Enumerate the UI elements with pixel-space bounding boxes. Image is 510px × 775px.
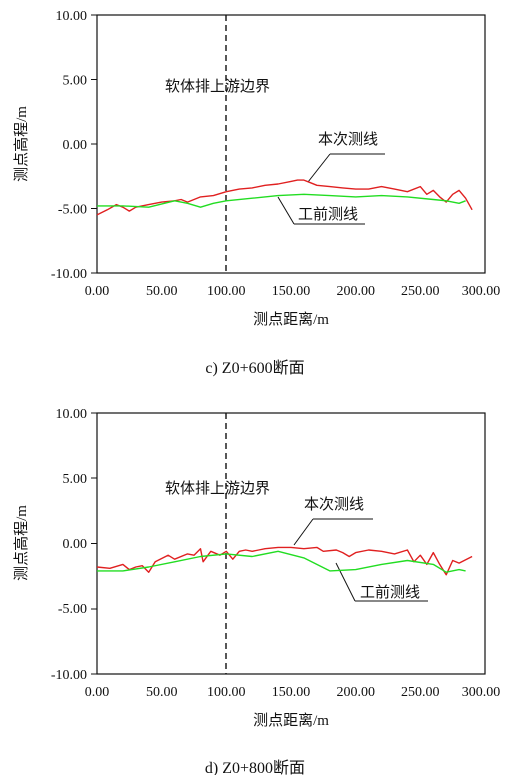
- plot-frame: [96, 412, 486, 675]
- series-label-current: 本次测线: [318, 131, 378, 148]
- series-line-current: [96, 546, 473, 576]
- y-tick-labels: 10.00 5.00 0.00 -5.00 -10.00: [51, 9, 87, 282]
- x-tick-label: 300.00: [462, 284, 501, 299]
- x-tick-label: 50.00: [146, 284, 178, 299]
- plot-area: [96, 546, 473, 576]
- boundary-label: 软体排上游边界: [165, 480, 270, 497]
- x-axis-title: 测点距离/m: [253, 712, 329, 729]
- x-tick-label: 200.00: [336, 685, 375, 700]
- chart-caption: c) Z0+600断面: [205, 359, 304, 377]
- y-tick-label: 5.00: [63, 74, 88, 89]
- leader-line-current: [293, 518, 314, 546]
- y-tick-label: -5.00: [58, 203, 87, 218]
- chart-caption: d) Z0+800断面: [205, 759, 305, 775]
- x-tick-label: 150.00: [272, 284, 311, 299]
- y-tick-label: 0.00: [63, 138, 88, 153]
- y-tick-label: 10.00: [56, 407, 88, 422]
- y-tick-label: 0.00: [63, 537, 88, 552]
- y-tick-labels: 10.00 5.00 0.00 -5.00 -10.00: [51, 407, 87, 683]
- y-tick-label: -10.00: [51, 267, 87, 282]
- x-tick-label: 250.00: [401, 685, 440, 700]
- y-tick-label: 5.00: [63, 472, 88, 487]
- leader-line-pre: [335, 562, 356, 602]
- series-line-pre: [97, 550, 466, 573]
- series-label-current: 本次测线: [304, 496, 364, 513]
- y-tick-marks: [91, 412, 97, 675]
- leader-line-pre: [277, 196, 295, 225]
- x-tick-label: 100.00: [207, 685, 246, 700]
- series-line-current: [96, 179, 473, 216]
- series-label-pre: 工前测线: [298, 206, 358, 223]
- x-tick-label: 0.00: [85, 685, 110, 700]
- x-tick-label: 300.00: [462, 685, 501, 700]
- plot-area: [96, 179, 473, 216]
- leader-line-current: [307, 153, 331, 183]
- series-label-pre: 工前测线: [360, 584, 420, 601]
- chart-c: 10.00 5.00 0.00 -5.00 -10.00 0.00 50.00 …: [13, 9, 500, 377]
- y-tick-label: -10.00: [51, 668, 87, 683]
- x-axis-title: 测点距离/m: [253, 311, 329, 328]
- series-line-pre: [97, 193, 466, 208]
- y-tick-label: 10.00: [56, 9, 88, 24]
- plot-frame: [96, 14, 486, 274]
- x-tick-label: 100.00: [207, 284, 246, 299]
- x-tick-label: 200.00: [336, 284, 375, 299]
- y-axis-title: 测点高程/m: [13, 106, 30, 182]
- x-tick-labels: 0.00 50.00 100.00 150.00 200.00 250.00 3…: [85, 685, 501, 700]
- x-tick-label: 250.00: [401, 284, 440, 299]
- y-tick-label: -5.00: [58, 602, 87, 617]
- x-tick-labels: 0.00 50.00 100.00 150.00 200.00 250.00 3…: [85, 284, 501, 299]
- x-tick-label: 150.00: [272, 685, 311, 700]
- boundary-label: 软体排上游边界: [165, 78, 270, 95]
- y-tick-marks: [91, 14, 97, 274]
- y-axis-title: 测点高程/m: [13, 505, 30, 581]
- chart-d: 10.00 5.00 0.00 -5.00 -10.00 0.00 50.00 …: [13, 407, 500, 775]
- x-tick-label: 0.00: [85, 284, 110, 299]
- x-tick-label: 50.00: [146, 685, 178, 700]
